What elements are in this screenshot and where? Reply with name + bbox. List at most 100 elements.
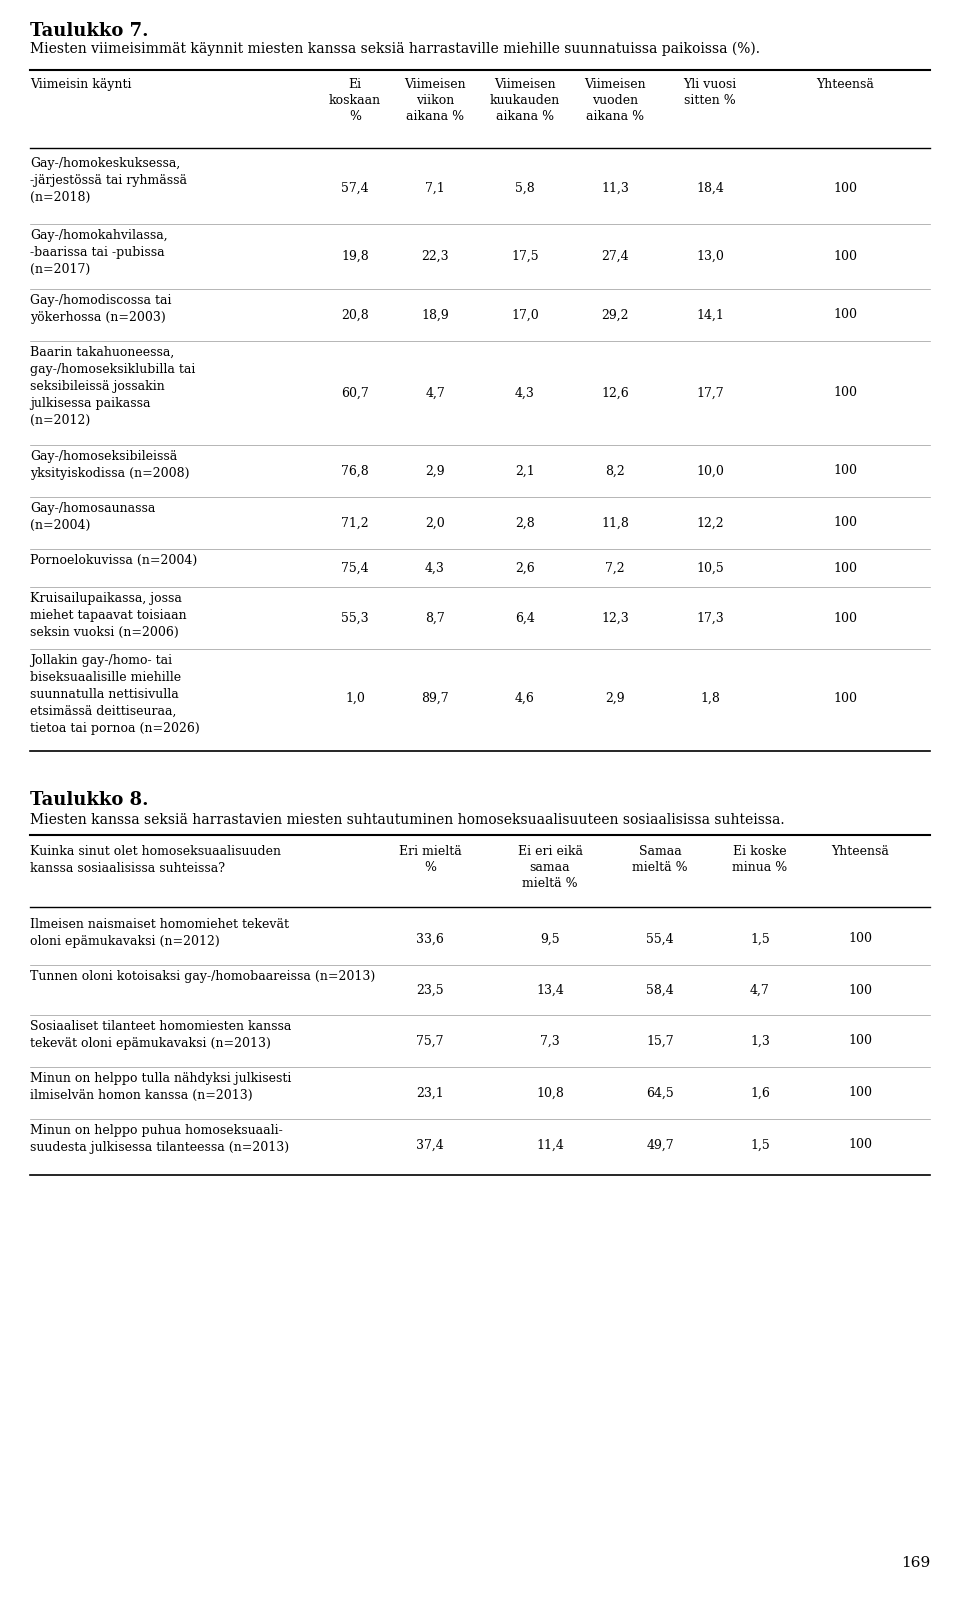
Text: Ei
koskaan
%: Ei koskaan %: [329, 78, 381, 123]
Text: Pornoelokuvissa (n=2004): Pornoelokuvissa (n=2004): [30, 554, 197, 567]
Text: Gay-/homodiscossa tai
yökerhossa (n=2003): Gay-/homodiscossa tai yökerhossa (n=2003…: [30, 295, 172, 324]
Text: Minun on helppo tulla nähdyksi julkisesti
ilmiselvän homon kanssa (n=2013): Minun on helppo tulla nähdyksi julkisest…: [30, 1072, 292, 1102]
Text: 17,7: 17,7: [696, 386, 724, 399]
Text: Eri mieltä
%: Eri mieltä %: [398, 844, 462, 875]
Text: Miesten kanssa seksiä harrastavien miesten suhtautuminen homoseksuaalisuuteen so: Miesten kanssa seksiä harrastavien miest…: [30, 812, 784, 827]
Text: 11,3: 11,3: [601, 181, 629, 194]
Text: 2,9: 2,9: [605, 692, 625, 705]
Text: 9,5: 9,5: [540, 932, 560, 945]
Text: 11,8: 11,8: [601, 516, 629, 530]
Text: 71,2: 71,2: [341, 516, 369, 530]
Text: 4,6: 4,6: [516, 692, 535, 705]
Text: 7,1: 7,1: [425, 181, 444, 194]
Text: 4,7: 4,7: [750, 984, 770, 996]
Text: 10,8: 10,8: [536, 1086, 564, 1099]
Text: 55,4: 55,4: [646, 932, 674, 945]
Text: 1,0: 1,0: [345, 692, 365, 705]
Text: Yhteensä: Yhteensä: [816, 78, 874, 91]
Text: 12,3: 12,3: [601, 612, 629, 625]
Text: Viimeisin käynti: Viimeisin käynti: [30, 78, 132, 91]
Text: 100: 100: [833, 386, 857, 399]
Text: 10,5: 10,5: [696, 561, 724, 575]
Text: Kruisailupaikassa, jossa
miehet tapaavat toisiaan
seksin vuoksi (n=2006): Kruisailupaikassa, jossa miehet tapaavat…: [30, 593, 186, 639]
Text: Miesten viimeisimmät käynnit miesten kanssa seksiä harrastaville miehille suunna: Miesten viimeisimmät käynnit miesten kan…: [30, 42, 760, 56]
Text: 100: 100: [833, 612, 857, 625]
Text: Taulukko 7.: Taulukko 7.: [30, 22, 149, 40]
Text: 7,3: 7,3: [540, 1035, 560, 1048]
Text: 1,5: 1,5: [750, 932, 770, 945]
Text: 4,3: 4,3: [516, 386, 535, 399]
Text: 100: 100: [833, 516, 857, 530]
Text: 23,5: 23,5: [417, 984, 444, 996]
Text: 2,0: 2,0: [425, 516, 444, 530]
Text: 19,8: 19,8: [341, 250, 369, 263]
Text: 33,6: 33,6: [416, 932, 444, 945]
Text: 49,7: 49,7: [646, 1139, 674, 1152]
Text: 15,7: 15,7: [646, 1035, 674, 1048]
Text: Gay-/homokahvilassa,
-baarissa tai -pubissa
(n=2017): Gay-/homokahvilassa, -baarissa tai -pubi…: [30, 229, 168, 276]
Text: 1,3: 1,3: [750, 1035, 770, 1048]
Text: Minun on helppo puhua homoseksuaali-
suudesta julkisessa tilanteessa (n=2013): Minun on helppo puhua homoseksuaali- suu…: [30, 1125, 289, 1153]
Text: 18,4: 18,4: [696, 181, 724, 194]
Text: Ei koske
minua %: Ei koske minua %: [732, 844, 787, 875]
Text: Sosiaaliset tilanteet homomiesten kanssa
tekevät oloni epämukavaksi (n=2013): Sosiaaliset tilanteet homomiesten kanssa…: [30, 1020, 292, 1049]
Text: 100: 100: [848, 1139, 872, 1152]
Text: Viimeisen
kuukauden
aikana %: Viimeisen kuukauden aikana %: [490, 78, 560, 123]
Text: 4,7: 4,7: [425, 386, 444, 399]
Text: Gay-/homosaunassa
(n=2004): Gay-/homosaunassa (n=2004): [30, 501, 156, 532]
Text: 17,0: 17,0: [511, 309, 539, 322]
Text: 100: 100: [848, 984, 872, 996]
Text: 64,5: 64,5: [646, 1086, 674, 1099]
Text: 75,7: 75,7: [417, 1035, 444, 1048]
Text: 100: 100: [833, 692, 857, 705]
Text: 12,6: 12,6: [601, 386, 629, 399]
Text: 8,2: 8,2: [605, 465, 625, 477]
Text: 27,4: 27,4: [601, 250, 629, 263]
Text: 100: 100: [833, 309, 857, 322]
Text: 1,6: 1,6: [750, 1086, 770, 1099]
Text: 2,8: 2,8: [516, 516, 535, 530]
Text: 58,4: 58,4: [646, 984, 674, 996]
Text: 57,4: 57,4: [341, 181, 369, 194]
Text: 100: 100: [833, 181, 857, 194]
Text: 55,3: 55,3: [341, 612, 369, 625]
Text: 100: 100: [833, 465, 857, 477]
Text: Viimeisen
vuoden
aikana %: Viimeisen vuoden aikana %: [585, 78, 646, 123]
Text: 5,8: 5,8: [516, 181, 535, 194]
Text: 60,7: 60,7: [341, 386, 369, 399]
Text: 100: 100: [833, 250, 857, 263]
Text: 76,8: 76,8: [341, 465, 369, 477]
Text: Gay-/homoseksibileissä
yksityiskodissa (n=2008): Gay-/homoseksibileissä yksityiskodissa (…: [30, 450, 189, 481]
Text: 13,4: 13,4: [536, 984, 564, 996]
Text: 12,2: 12,2: [696, 516, 724, 530]
Text: 17,3: 17,3: [696, 612, 724, 625]
Text: 75,4: 75,4: [341, 561, 369, 575]
Text: 2,1: 2,1: [516, 465, 535, 477]
Text: Ei eri eikä
samaa
mieltä %: Ei eri eikä samaa mieltä %: [517, 844, 583, 891]
Text: 100: 100: [848, 1086, 872, 1099]
Text: Tunnen oloni kotoisaksi gay-/homobaareissa (n=2013): Tunnen oloni kotoisaksi gay-/homobaareis…: [30, 969, 375, 984]
Text: 100: 100: [848, 932, 872, 945]
Text: Ilmeisen naismaiset homomiehet tekevät
oloni epämukavaksi (n=2012): Ilmeisen naismaiset homomiehet tekevät o…: [30, 918, 289, 948]
Text: Yli vuosi
sitten %: Yli vuosi sitten %: [684, 78, 736, 107]
Text: Gay-/homokeskuksessa,
-järjestössä tai ryhmässä
(n=2018): Gay-/homokeskuksessa, -järjestössä tai r…: [30, 157, 187, 203]
Text: 13,0: 13,0: [696, 250, 724, 263]
Text: 169: 169: [900, 1556, 930, 1570]
Text: 20,8: 20,8: [341, 309, 369, 322]
Text: Baarin takahuoneessa,
gay-/homoseksiklubilla tai
seksibileissä jossakin
julkises: Baarin takahuoneessa, gay-/homoseksiklub…: [30, 346, 196, 428]
Text: 89,7: 89,7: [421, 692, 449, 705]
Text: 100: 100: [833, 561, 857, 575]
Text: 23,1: 23,1: [416, 1086, 444, 1099]
Text: 37,4: 37,4: [416, 1139, 444, 1152]
Text: 8,7: 8,7: [425, 612, 444, 625]
Text: 4,3: 4,3: [425, 561, 444, 575]
Text: 17,5: 17,5: [511, 250, 539, 263]
Text: Viimeisen
viikon
aikana %: Viimeisen viikon aikana %: [404, 78, 466, 123]
Text: Kuinka sinut olet homoseksuaalisuuden
kanssa sosiaalisissa suhteissa?: Kuinka sinut olet homoseksuaalisuuden ka…: [30, 844, 281, 875]
Text: 6,4: 6,4: [516, 612, 535, 625]
Text: Samaa
mieltä %: Samaa mieltä %: [633, 844, 687, 875]
Text: 14,1: 14,1: [696, 309, 724, 322]
Text: Jollakin gay-/homo- tai
biseksuaalisille miehille
suunnatulla nettisivulla
etsim: Jollakin gay-/homo- tai biseksuaalisille…: [30, 654, 200, 735]
Text: 1,8: 1,8: [700, 692, 720, 705]
Text: 18,9: 18,9: [421, 309, 449, 322]
